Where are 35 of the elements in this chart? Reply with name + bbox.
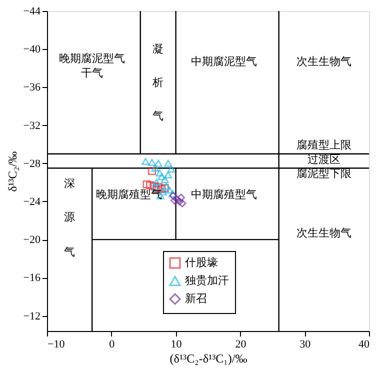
y-tick-label: −44 xyxy=(23,6,41,18)
y-tick-label: −16 xyxy=(23,272,41,284)
annotation: 次生生物气 xyxy=(296,55,352,68)
annotation: 次生生物气 xyxy=(296,226,352,240)
x-tick-label: 20 xyxy=(235,338,247,350)
y-tick-label: −28 xyxy=(23,158,41,170)
annotation: 源 xyxy=(64,211,76,224)
y-tick-label: −36 xyxy=(23,82,41,94)
annotation: 气 xyxy=(64,246,76,259)
x-tick-label: 30 xyxy=(300,338,312,350)
x-tick-label: 10 xyxy=(170,338,182,350)
annotation: 干气 xyxy=(81,67,104,80)
x-tick-label: −10 xyxy=(48,338,66,350)
annotation: 凝 xyxy=(152,43,164,56)
legend-label: 独贵加汗 xyxy=(185,274,229,287)
y-tick-label: −20 xyxy=(23,234,41,246)
y-axis-title: δ¹³C₂/‰ xyxy=(5,151,20,192)
y-tick-label: −24 xyxy=(23,196,41,208)
legend-label: 新召 xyxy=(185,292,207,305)
y-tick-label: −40 xyxy=(23,44,41,56)
x-axis-title: (δ¹³C₂-δ¹³C₁)/‰ xyxy=(170,352,248,366)
annotation: 中期腐泥型气 xyxy=(191,55,258,68)
annotation: 过渡区 xyxy=(307,152,340,166)
annotation: 晚期腐泥型气 xyxy=(59,52,126,65)
annotation: 腐殖型上限 xyxy=(296,138,352,152)
annotation: 深 xyxy=(64,178,76,190)
x-tick-label: 0 xyxy=(109,338,116,350)
y-tick-label: −32 xyxy=(23,120,40,132)
x-tick-label: 40 xyxy=(358,338,370,350)
annotation: 析 xyxy=(152,77,164,89)
annotation: 气 xyxy=(152,110,164,123)
legend-label: 什股壕 xyxy=(185,256,218,269)
annotation: 腐泥型下限 xyxy=(296,167,352,180)
annotation: 中期腐殖型气 xyxy=(191,188,258,201)
y-tick-label: −12 xyxy=(23,310,40,322)
